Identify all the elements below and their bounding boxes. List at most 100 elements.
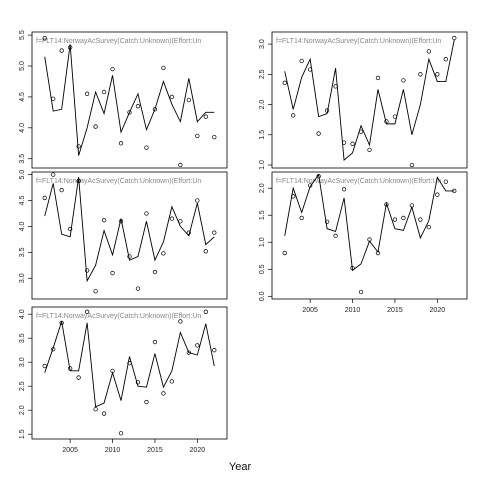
observation-point <box>392 217 398 222</box>
panel-label: f=FLT14:NorwayAcSurvey(Catch:Unknown)(Ef… <box>36 313 201 320</box>
y-tick-label: 4.5 <box>19 196 26 206</box>
observation-point <box>101 218 107 223</box>
y-tick-label: 1.5 <box>259 210 266 220</box>
observation-point <box>426 49 432 54</box>
y-tick-label: 4.0 <box>19 221 26 231</box>
observation-point <box>308 67 313 72</box>
observation-point <box>195 198 200 203</box>
observation-point <box>59 48 64 53</box>
y-tick-label: 1.5 <box>259 130 266 140</box>
observation-point <box>452 188 457 194</box>
observation-point <box>169 94 175 100</box>
y-tick-label: 2.5 <box>19 381 26 391</box>
y-tick-label: 1.0 <box>259 160 266 170</box>
panel-frame <box>271 31 468 169</box>
observation-point <box>291 113 296 118</box>
observation-point <box>186 230 192 235</box>
panel-5: f=FLT14:NorwayAcSurvey(Catch:Unknown)(Ef… <box>19 306 228 454</box>
observation-point <box>435 192 440 197</box>
fitted-line <box>44 177 215 283</box>
observation-point <box>76 178 81 183</box>
y-tick-label: 2.5 <box>259 69 266 79</box>
observation-point <box>93 407 98 412</box>
observation-point <box>282 80 287 85</box>
y-tick-label: 3.0 <box>19 273 26 283</box>
fitted-line <box>284 173 455 272</box>
y-tick-label: 2.0 <box>19 405 26 415</box>
x-tick-label: 2015 <box>147 447 163 454</box>
observation-point <box>316 131 321 136</box>
x-tick-label: 2015 <box>387 307 403 314</box>
observation-point <box>161 251 166 256</box>
y-tick-label: 2.0 <box>259 183 266 193</box>
observation-point <box>435 72 440 77</box>
observation-point <box>178 319 183 324</box>
x-axis-label: Year <box>229 461 252 473</box>
observation-point <box>93 124 98 129</box>
y-tick-label: 3.5 <box>19 247 26 257</box>
observation-point <box>144 399 149 405</box>
observation-point <box>291 194 296 199</box>
x-tick-label: 2020 <box>190 447 206 454</box>
observation-point <box>203 114 208 119</box>
observation-point <box>452 35 457 41</box>
observation-point <box>418 72 423 77</box>
observation-point <box>169 216 175 221</box>
observation-point <box>84 91 90 96</box>
observation-point <box>333 84 338 89</box>
observation-point <box>67 45 73 50</box>
observation-point <box>76 375 81 380</box>
observation-point <box>203 249 208 254</box>
observation-point <box>93 289 98 294</box>
observation-point <box>375 75 381 81</box>
observation-point <box>384 202 389 207</box>
y-tick-label: 1.0 <box>259 237 266 247</box>
x-tick-label: 2005 <box>62 447 78 454</box>
observation-point <box>51 172 56 177</box>
observation-point <box>152 339 158 345</box>
observation-point <box>42 363 47 369</box>
y-tick-label: 5.0 <box>19 61 26 71</box>
observation-point <box>135 380 141 385</box>
observation-point <box>144 211 149 216</box>
observation-point <box>42 36 47 41</box>
observation-point <box>51 347 56 352</box>
observation-point <box>110 270 115 276</box>
panel-label: f=FLT14:NorwayAcSurvey(Catch:Unknown)(Ef… <box>36 178 201 185</box>
observation-point <box>84 309 90 314</box>
panels: f=FLT14:NorwayAcSurvey(Catch:Unknown)(Ef… <box>19 30 468 454</box>
observation-point <box>178 162 183 168</box>
observation-point <box>375 250 381 256</box>
x-tick-label: 2010 <box>105 447 121 454</box>
observation-point <box>358 289 364 295</box>
observation-point <box>282 250 287 256</box>
observation-point <box>76 144 81 149</box>
observation-point <box>152 107 158 112</box>
panel-frame <box>31 171 228 300</box>
observation-point <box>324 219 330 224</box>
observation-point <box>212 134 217 140</box>
observation-point <box>178 219 183 224</box>
observation-point <box>299 215 304 221</box>
y-tick-label: 3.0 <box>259 39 266 49</box>
observation-point <box>118 431 124 436</box>
y-tick-label: 3.0 <box>19 357 26 367</box>
observation-point <box>110 368 115 373</box>
panel-4: f=FLT14:NorwayAcSurvey(Catch:Unknown)(Ef… <box>259 171 468 314</box>
observation-point <box>426 224 432 230</box>
x-tick-label: 2005 <box>302 307 318 314</box>
observation-point <box>401 78 406 83</box>
observation-point <box>212 230 217 235</box>
y-tick-label: 5.0 <box>19 170 26 180</box>
observation-point <box>443 179 448 184</box>
observation-point <box>367 237 372 242</box>
observation-point <box>212 348 217 353</box>
observation-point <box>341 187 347 192</box>
panel-label: f=FLT14:NorwayAcSurvey(Catch:Unknown)(Ef… <box>36 38 201 45</box>
observation-point <box>392 114 398 119</box>
observation-point <box>333 233 338 238</box>
observation-point <box>358 129 364 134</box>
observation-point <box>195 133 200 139</box>
panel-1: f=FLT14:NorwayAcSurvey(Catch:Unknown)(Ef… <box>19 30 228 169</box>
observation-point <box>324 108 330 113</box>
